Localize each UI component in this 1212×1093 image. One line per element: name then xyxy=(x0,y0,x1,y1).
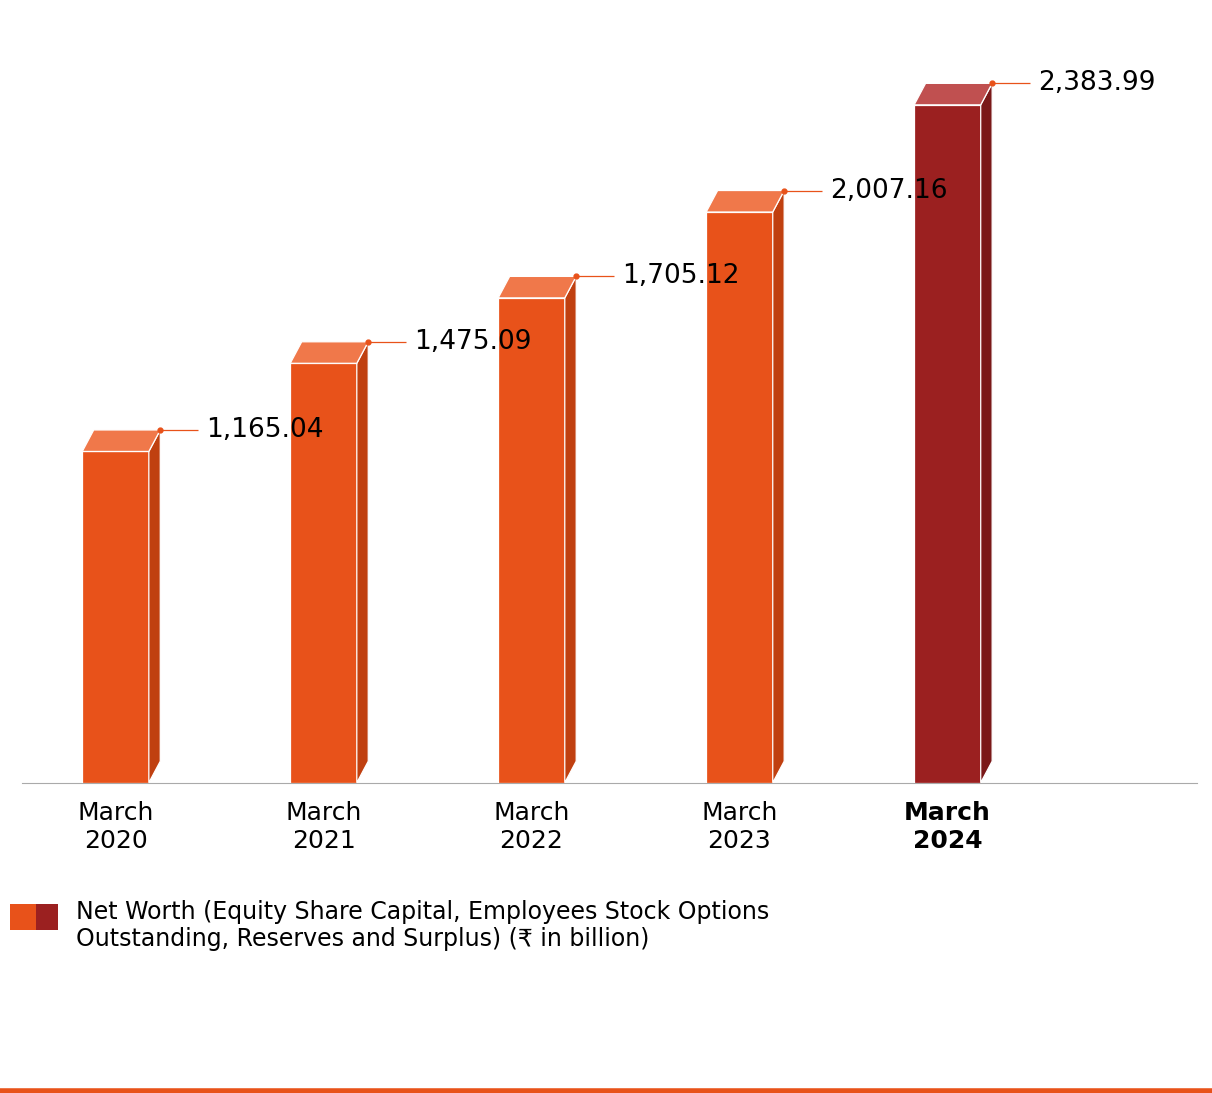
Polygon shape xyxy=(565,277,576,783)
Polygon shape xyxy=(981,83,993,783)
Text: 2,007.16: 2,007.16 xyxy=(830,177,948,203)
Text: 2,383.99: 2,383.99 xyxy=(1037,70,1155,96)
Polygon shape xyxy=(290,342,368,363)
Polygon shape xyxy=(82,451,149,783)
Polygon shape xyxy=(914,83,993,105)
Polygon shape xyxy=(356,342,368,783)
Polygon shape xyxy=(914,105,981,783)
Text: 1,475.09: 1,475.09 xyxy=(415,329,532,355)
Text: 1,705.12: 1,705.12 xyxy=(622,263,739,290)
Polygon shape xyxy=(290,363,356,783)
Polygon shape xyxy=(82,430,160,451)
Polygon shape xyxy=(707,190,784,212)
Polygon shape xyxy=(498,298,565,783)
Polygon shape xyxy=(773,190,784,783)
Polygon shape xyxy=(707,212,773,783)
Text: 1,165.04: 1,165.04 xyxy=(206,416,324,443)
Legend: Net Worth (Equity Share Capital, Employees Stock Options
Outstanding, Reserves a: Net Worth (Equity Share Capital, Employe… xyxy=(10,900,770,951)
Polygon shape xyxy=(498,277,576,298)
Polygon shape xyxy=(149,430,160,783)
